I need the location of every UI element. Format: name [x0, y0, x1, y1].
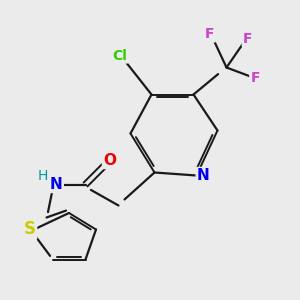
Text: F: F	[205, 28, 215, 41]
Text: F: F	[243, 32, 252, 46]
Text: N: N	[50, 177, 63, 192]
Text: N: N	[197, 168, 209, 183]
Text: O: O	[103, 153, 116, 168]
Text: F: F	[250, 71, 260, 85]
Text: Cl: Cl	[112, 49, 128, 62]
Text: S: S	[24, 220, 36, 238]
Text: H: H	[38, 169, 48, 183]
